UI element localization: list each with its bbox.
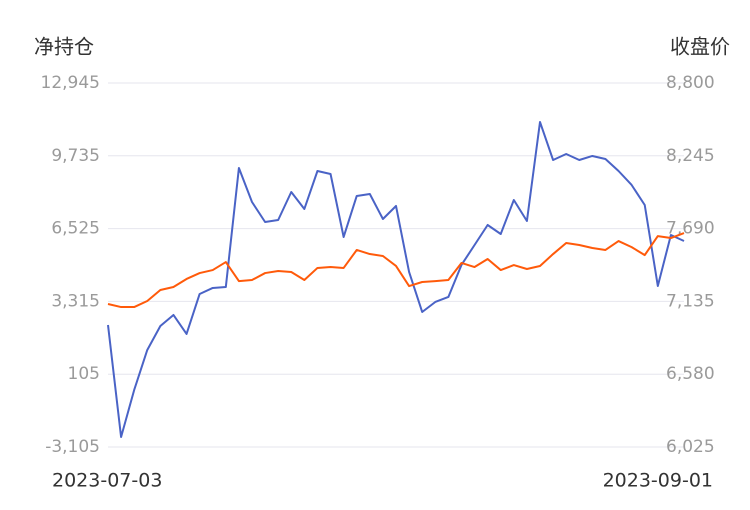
y2-tick-label: 6,025 bbox=[666, 437, 715, 457]
series-line bbox=[107, 232, 685, 309]
y2-tick-label: 7,690 bbox=[666, 219, 715, 239]
y-tick-label: 3,315 bbox=[51, 291, 100, 311]
y2-tick-label: 8,800 bbox=[666, 73, 715, 93]
y-tick-label: 6,525 bbox=[51, 219, 100, 239]
series-line bbox=[107, 121, 685, 438]
y2-axis-title: 收盘价 bbox=[670, 35, 730, 59]
y-tick-label: -3,105 bbox=[45, 437, 100, 457]
y2-tick-label: 6,580 bbox=[666, 364, 715, 384]
x-tick-label: 2023-07-03 bbox=[52, 470, 162, 492]
y-tick-label: 105 bbox=[68, 364, 100, 384]
y2-tick-label: 8,245 bbox=[666, 146, 715, 166]
y2-tick-label: 7,135 bbox=[666, 291, 715, 311]
y-axis-title: 净持仓 bbox=[34, 35, 94, 59]
y-tick-label: 12,945 bbox=[41, 73, 100, 93]
y-tick-label: 9,735 bbox=[51, 146, 100, 166]
x-tick-label: 2023-09-01 bbox=[603, 470, 713, 492]
